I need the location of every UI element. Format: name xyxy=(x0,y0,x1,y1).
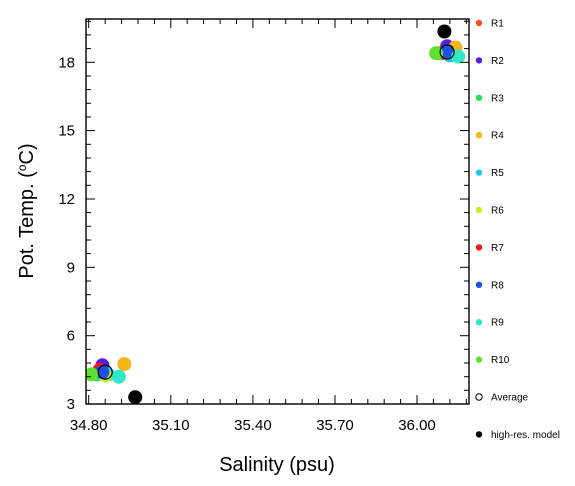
legend-label-r2: R2 xyxy=(491,56,504,67)
legend-marker-r3 xyxy=(475,94,483,102)
legend-marker-r6 xyxy=(475,206,483,214)
plot-frame xyxy=(85,18,470,405)
y-tick-label: 6 xyxy=(67,328,75,345)
legend-label-r6: R6 xyxy=(491,206,504,217)
legend-label-average: Average xyxy=(491,393,529,404)
point-average-1 xyxy=(97,364,113,380)
y-tick-label: 9 xyxy=(67,259,75,276)
legend-label-r10: R10 xyxy=(491,355,510,366)
point-high-res-model-1 xyxy=(128,390,143,404)
y-tick-labels: 3 6 9 12 15 18 xyxy=(58,54,75,413)
y-axis-title: Pot. Temp. (oC) xyxy=(15,143,38,278)
x-axis-title: Salinity (psu) xyxy=(219,454,335,476)
legend-marker-r8 xyxy=(475,281,483,288)
x-tick-label: 35.40 xyxy=(234,417,272,434)
legend-marker-r9 xyxy=(475,319,483,326)
legend-label-r4: R4 xyxy=(491,131,504,142)
legend-label-r9: R9 xyxy=(491,318,504,329)
axis-ticks xyxy=(86,19,469,405)
point-r9-2 xyxy=(451,49,466,64)
x-tick-label: 35.10 xyxy=(152,417,190,434)
point-r10-1 xyxy=(86,367,99,382)
y-tick-label: 18 xyxy=(58,54,75,71)
legend-label-r1: R1 xyxy=(491,19,504,30)
point-r8-2 xyxy=(440,43,455,58)
point-high-res-model-2 xyxy=(437,24,452,39)
legend-marker-r5 xyxy=(475,169,483,176)
legend-marker-high-res-model xyxy=(475,431,483,438)
point-average-2 xyxy=(439,44,455,60)
point-r4-1 xyxy=(117,357,132,372)
x-tick-label: 36.00 xyxy=(398,417,436,434)
y-axis-title-main: Pot. Temp. ( xyxy=(16,171,38,279)
y-axis-title-unit-superscript: o xyxy=(15,164,29,171)
legend-label-r7: R7 xyxy=(491,243,504,254)
x-tick-label: 34.80 xyxy=(70,417,108,434)
point-r10-2 xyxy=(429,46,444,61)
legend-marker-average xyxy=(475,393,483,401)
legend-label-r8: R8 xyxy=(491,280,504,291)
legend-marker-r7 xyxy=(475,244,483,251)
legend-marker-r1 xyxy=(475,19,483,27)
data-marks xyxy=(86,24,466,404)
legend-marker-r2 xyxy=(475,57,483,64)
legend-marker-r4 xyxy=(475,132,483,139)
y-tick-label: 12 xyxy=(58,191,75,208)
legend: R1 R2 R3 R4 R5 R6 R7 R8 R9 R10 Average high-res. mo… xyxy=(475,19,560,441)
x-tick-labels: 34.80 35.10 35.40 35.70 36.00 xyxy=(70,417,436,434)
y-tick-label: 3 xyxy=(67,396,75,413)
legend-label-high-res-model: high-res. model xyxy=(491,430,560,441)
point-r9-1 xyxy=(111,369,126,384)
y-tick-label: 15 xyxy=(58,123,75,140)
legend-marker-r10 xyxy=(475,356,483,363)
x-tick-label: 35.70 xyxy=(316,417,354,434)
legend-label-r3: R3 xyxy=(491,93,504,104)
y-axis-title-unit: C) xyxy=(16,143,38,164)
legend-label-r5: R5 xyxy=(491,168,504,179)
